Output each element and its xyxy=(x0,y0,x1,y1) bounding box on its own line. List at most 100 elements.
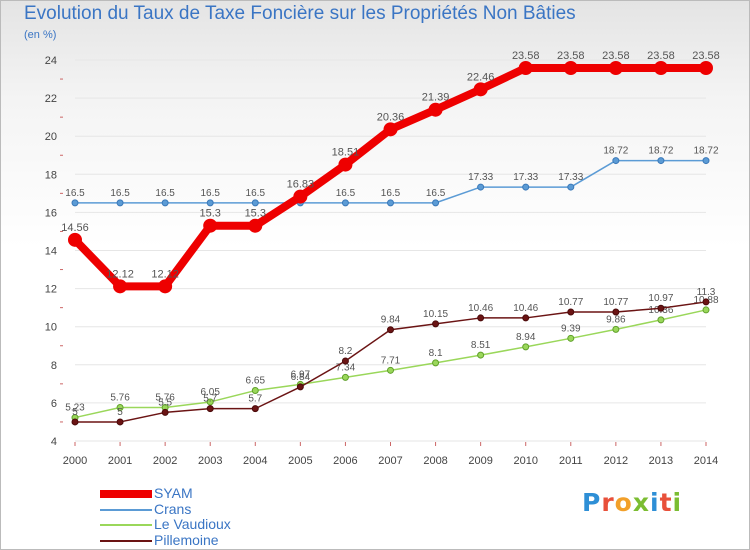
data-label-le-vaudioux: 7.34 xyxy=(336,362,356,373)
data-label-pillemoine: 5 xyxy=(117,407,123,418)
y-tick-label: 4 xyxy=(51,436,57,448)
data-label-crans: 18.72 xyxy=(603,146,628,157)
data-point-le-vaudioux xyxy=(341,373,349,381)
data-point-le-vaudioux xyxy=(116,403,124,411)
data-point-crans xyxy=(71,199,79,207)
data-label-crans: 16.5 xyxy=(381,188,401,199)
y-tick-label: 22 xyxy=(45,93,57,105)
x-tick-label: 2004 xyxy=(243,455,267,467)
x-tick-label: 2012 xyxy=(604,455,628,467)
data-label-crans: 18.72 xyxy=(648,146,673,157)
data-label-pillemoine: 5.7 xyxy=(203,394,217,405)
x-tick-label: 2008 xyxy=(423,455,447,467)
data-point-syam xyxy=(563,61,578,76)
data-label-pillemoine: 5.5 xyxy=(158,397,172,408)
data-point-crans xyxy=(522,183,530,191)
data-point-le-vaudioux xyxy=(387,366,394,374)
data-label-syam: 18.51 xyxy=(332,147,360,159)
x-tick-label: 2009 xyxy=(468,455,492,467)
data-label-pillemoine: 5 xyxy=(72,407,78,418)
data-label-syam: 12.12 xyxy=(106,268,134,280)
data-label-crans: 18.72 xyxy=(693,146,718,157)
data-point-pillemoine xyxy=(612,308,620,316)
y-tick-label: 14 xyxy=(45,246,57,258)
data-point-crans xyxy=(341,199,349,207)
data-label-le-vaudioux: 5.76 xyxy=(155,392,175,403)
data-label-le-vaudioux: 6.65 xyxy=(246,376,266,387)
data-label-pillemoine: 10.77 xyxy=(603,297,628,308)
data-label-crans: 17.33 xyxy=(468,172,493,183)
data-point-crans xyxy=(657,157,665,165)
logo-letter: i xyxy=(672,488,683,517)
data-label-le-vaudioux: 8.51 xyxy=(471,340,491,351)
data-label-pillemoine: 10.77 xyxy=(558,297,583,308)
logo-letter: t xyxy=(659,488,673,517)
x-tick-label: 2000 xyxy=(63,455,87,467)
data-label-crans: 16.5 xyxy=(155,188,175,199)
data-label-syam: 15.3 xyxy=(245,208,266,220)
data-point-pillemoine xyxy=(341,357,349,365)
logo-letter: P xyxy=(582,488,602,517)
data-point-crans xyxy=(251,199,259,207)
data-point-le-vaudioux xyxy=(612,325,620,333)
data-point-le-vaudioux xyxy=(657,316,665,324)
data-point-le-vaudioux xyxy=(251,387,259,395)
data-label-crans: 16.5 xyxy=(65,188,85,199)
data-label-le-vaudioux: 6.97 xyxy=(291,369,311,380)
data-label-le-vaudioux: 7.71 xyxy=(381,355,401,366)
data-point-syam xyxy=(653,61,668,76)
data-point-pillemoine xyxy=(567,308,575,316)
series-line-syam xyxy=(71,64,710,291)
data-point-pillemoine xyxy=(657,304,665,312)
x-tick-label: 2001 xyxy=(108,455,132,467)
data-label-pillemoine: 10.15 xyxy=(423,309,448,320)
legend-label: SYAM xyxy=(154,485,193,501)
x-tick-label: 2006 xyxy=(333,455,357,467)
data-point-pillemoine xyxy=(387,326,394,334)
data-point-syam xyxy=(158,279,173,294)
data-point-le-vaudioux xyxy=(432,359,440,367)
data-point-pillemoine xyxy=(522,314,530,322)
data-point-le-vaudioux xyxy=(567,334,575,342)
y-axis-unit-label: (en %) xyxy=(24,29,57,41)
data-label-le-vaudioux: 8.94 xyxy=(516,332,536,343)
legend-swatch xyxy=(100,539,152,542)
data-label-pillemoine: 5.7 xyxy=(248,394,262,405)
data-point-crans xyxy=(387,199,394,207)
data-point-pillemoine xyxy=(161,408,169,416)
data-point-crans xyxy=(702,157,710,165)
data-point-pillemoine xyxy=(477,314,485,322)
x-tick-label: 2005 xyxy=(288,455,312,467)
data-point-syam xyxy=(518,61,533,76)
data-label-le-vaudioux: 6.05 xyxy=(200,387,220,398)
data-point-crans xyxy=(432,199,440,207)
data-point-syam xyxy=(203,218,218,233)
proxiti-logo: Proxiti xyxy=(582,488,682,517)
data-point-pillemoine xyxy=(71,418,79,426)
data-point-syam xyxy=(699,61,713,76)
logo-letter: i xyxy=(650,488,660,517)
y-tick-label: 6 xyxy=(51,398,57,410)
data-point-le-vaudioux xyxy=(522,343,530,351)
y-tick-label: 16 xyxy=(45,207,57,219)
legend-label: Crans xyxy=(154,500,192,517)
data-label-crans: 16.5 xyxy=(426,188,446,199)
data-label-syam: 14.56 xyxy=(61,222,89,234)
data-label-pillemoine: 9.84 xyxy=(381,315,401,326)
data-point-syam xyxy=(248,218,263,233)
data-label-le-vaudioux: 5.76 xyxy=(110,392,130,403)
data-point-syam xyxy=(113,279,128,294)
data-label-crans: 17.33 xyxy=(513,172,538,183)
data-point-syam xyxy=(428,102,443,117)
data-point-crans xyxy=(116,199,124,207)
legend-swatch xyxy=(100,508,152,511)
data-point-pillemoine xyxy=(206,405,214,413)
y-tick-label: 8 xyxy=(51,360,57,372)
data-label-le-vaudioux: 8.1 xyxy=(429,348,443,359)
data-label-crans: 16.5 xyxy=(200,188,220,199)
y-tick-label: 10 xyxy=(45,322,57,334)
data-label-pillemoine: 10.97 xyxy=(648,293,673,304)
x-tick-label: 2007 xyxy=(378,455,402,467)
